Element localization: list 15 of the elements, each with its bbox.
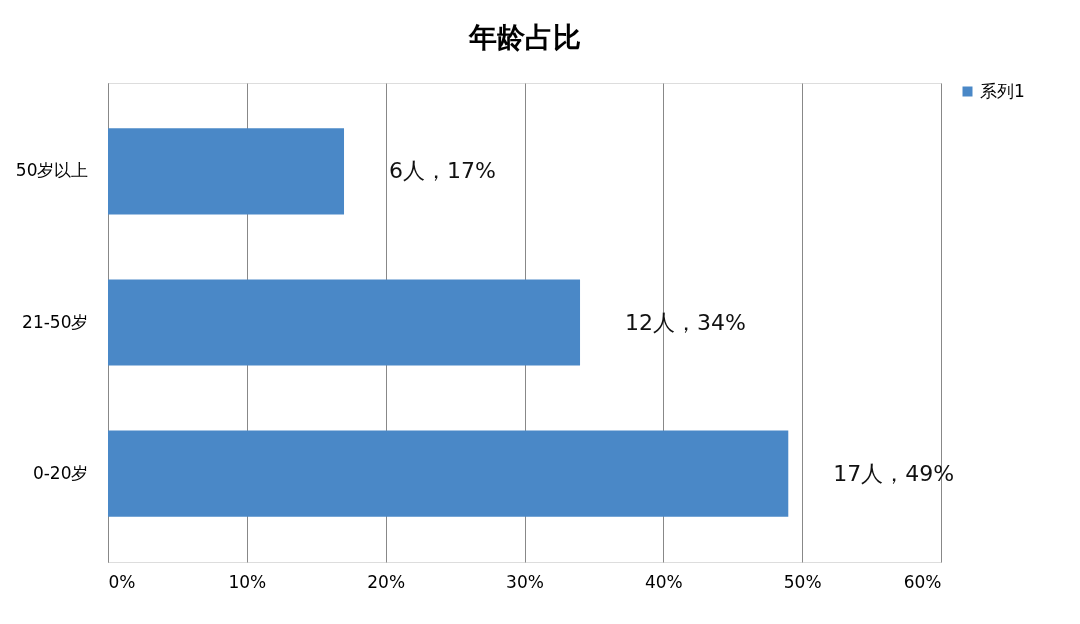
- x-tick-label: 0%: [108, 571, 136, 592]
- x-tick-label: 50%: [783, 571, 822, 592]
- x-tick-label: 40%: [644, 571, 683, 592]
- x-tick-label: 60%: [903, 571, 942, 592]
- data-label: 6人，17%: [389, 158, 496, 184]
- legend-label: 系列1: [980, 80, 1025, 101]
- y-tick-label: 0-20岁: [32, 462, 89, 483]
- x-tick-label: 10%: [228, 571, 267, 592]
- x-tick-label: 20%: [367, 571, 406, 592]
- chart-title: 年龄占比: [467, 21, 581, 54]
- x-tick-label: 30%: [506, 571, 544, 592]
- data-label: 17人，49%: [833, 460, 955, 486]
- y-tick-label: 50岁以上: [15, 160, 89, 181]
- y-tick-label: 21-50岁: [22, 311, 89, 332]
- data-label: 12人，34%: [625, 309, 746, 335]
